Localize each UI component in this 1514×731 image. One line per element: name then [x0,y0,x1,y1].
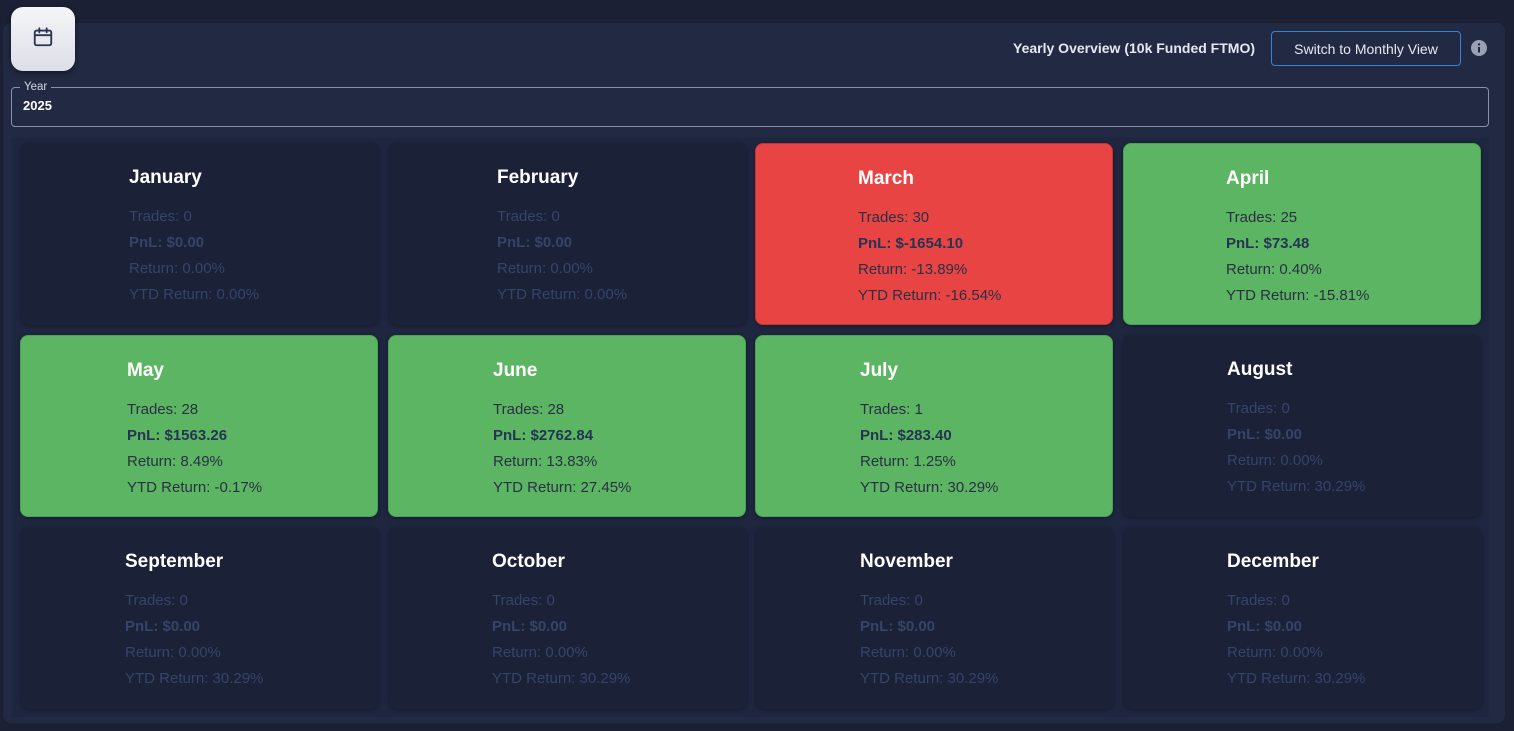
return-value: Return: 0.00% [1227,644,1323,661]
pnl-value: PnL: $0.00 [1227,426,1303,443]
trades-count: Trades: 0 [492,592,555,609]
trades-count: Trades: 0 [129,208,192,225]
year-field-label: Year [20,80,52,94]
return-value: Return: 0.00% [1227,452,1323,469]
pnl-value: PnL: $0.00 [860,618,936,635]
ytd-return-value: YTD Return: 30.29% [1227,670,1366,687]
month-card-december[interactable]: December Trades: 0 PnL: $0.00 Return: 0.… [1124,527,1482,709]
pnl-value: PnL: $0.00 [497,234,573,251]
month-name: July [860,360,899,381]
return-value: Return: 0.00% [125,644,221,661]
month-card-august[interactable]: August Trades: 0 PnL: $0.00 Return: 0.00… [1123,335,1481,517]
month-card-april[interactable]: April Trades: 25 PnL: $73.48 Return: 0.4… [1123,143,1481,325]
trades-count: Trades: 0 [860,592,923,609]
ytd-return-value: YTD Return: -16.54% [858,287,1002,304]
trades-count: Trades: 0 [125,592,188,609]
month-card-february[interactable]: February Trades: 0 PnL: $0.00 Return: 0.… [389,143,747,325]
month-card-may[interactable]: May Trades: 28 PnL: $1563.26 Return: 8.4… [20,335,378,517]
month-name: June [493,360,538,381]
pnl-value: PnL: $0.00 [129,234,205,251]
month-card-june[interactable]: June Trades: 28 PnL: $2762.84 Return: 13… [388,335,746,517]
month-name: February [497,167,579,188]
year-field[interactable]: Year 2025 [11,80,1489,127]
month-card-november[interactable]: November Trades: 0 PnL: $0.00 Return: 0.… [756,527,1114,709]
pnl-value: PnL: $283.40 [860,427,952,444]
calendar-icon [32,26,54,53]
return-value: Return: 1.25% [860,453,956,470]
month-name: October [492,551,565,572]
trades-count: Trades: 28 [127,401,199,418]
return-value: Return: 0.00% [860,644,956,661]
pnl-value: PnL: $1563.26 [127,427,228,444]
pnl-value: PnL: $0.00 [492,618,568,635]
trades-count: Trades: 0 [1227,592,1290,609]
return-value: Return: -13.89% [858,261,968,278]
month-card-september[interactable]: September Trades: 0 PnL: $0.00 Return: 0… [21,527,379,709]
trades-count: Trades: 1 [860,401,923,418]
trades-count: Trades: 28 [493,401,565,418]
month-name: August [1227,359,1293,380]
month-name: January [129,167,202,188]
pnl-value: PnL: $-1654.10 [858,235,964,252]
month-card-october[interactable]: October Trades: 0 PnL: $0.00 Return: 0.0… [389,527,747,709]
return-value: Return: 0.00% [129,260,225,277]
return-value: Return: 0.00% [492,644,588,661]
ytd-return-value: YTD Return: 0.00% [497,286,628,303]
trades-count: Trades: 0 [1227,400,1290,417]
month-name: March [858,168,914,189]
calendar-button[interactable] [11,7,75,71]
ytd-return-value: YTD Return: -15.81% [1226,287,1370,304]
info-icon[interactable] [1470,39,1488,57]
month-card-march[interactable]: March Trades: 30 PnL: $-1654.10 Return: … [755,143,1113,325]
pnl-value: PnL: $2762.84 [493,427,594,444]
return-value: Return: 0.00% [497,260,593,277]
switch-to-monthly-button[interactable]: Switch to Monthly View [1271,31,1461,66]
ytd-return-value: YTD Return: 30.29% [860,479,999,496]
month-name: September [125,551,224,572]
pnl-value: PnL: $0.00 [1227,618,1303,635]
month-name: November [860,551,953,572]
pnl-value: PnL: $0.00 [125,618,201,635]
ytd-return-value: YTD Return: 27.45% [493,479,632,496]
ytd-return-value: YTD Return: 30.29% [1227,478,1366,495]
ytd-return-value: YTD Return: -0.17% [127,479,263,496]
trades-count: Trades: 30 [858,209,930,226]
month-name: April [1226,168,1270,189]
month-name: December [1227,551,1319,572]
page-title: Yearly Overview (10k Funded FTMO) [1013,40,1255,56]
year-field-value[interactable]: 2025 [23,98,52,113]
trades-count: Trades: 25 [1226,209,1298,226]
month-name: May [127,360,164,381]
trades-count: Trades: 0 [497,208,560,225]
ytd-return-value: YTD Return: 30.29% [492,670,631,687]
pnl-value: PnL: $73.48 [1226,235,1310,252]
ytd-return-value: YTD Return: 0.00% [129,286,260,303]
month-card-january[interactable]: January Trades: 0 PnL: $0.00 Return: 0.0… [21,143,379,325]
month-card-july[interactable]: July Trades: 1 PnL: $283.40 Return: 1.25… [755,335,1113,517]
return-value: Return: 8.49% [127,453,223,470]
ytd-return-value: YTD Return: 30.29% [125,670,264,687]
ytd-return-value: YTD Return: 30.29% [860,670,999,687]
return-value: Return: 13.83% [493,453,598,470]
return-value: Return: 0.40% [1226,261,1322,278]
